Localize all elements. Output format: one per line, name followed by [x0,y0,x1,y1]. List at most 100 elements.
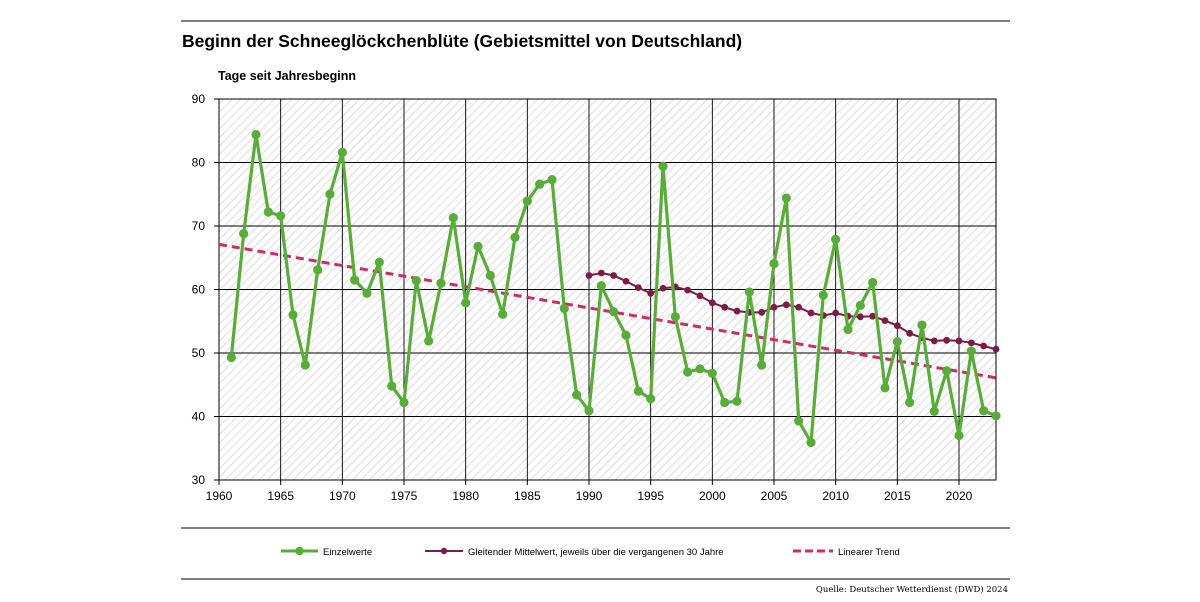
moving-average-point [684,286,692,294]
legend-einzelwerte-marker [295,546,304,556]
einzelwerte-point [411,276,421,286]
y-tick-label: 50 [192,346,206,360]
series-layer [218,129,1001,448]
x-tick-label: 2010 [822,489,849,503]
einzelwerte-point [720,397,730,408]
moving-average-point [733,307,741,315]
einzelwerte-point [485,270,495,281]
chart-title: Beginn der Schneeglöckchenblüte (Gebiets… [182,31,742,51]
einzelwerte-point [892,336,902,347]
einzelwerte-point [424,336,434,346]
einzelwerte-point [880,383,890,393]
einzelwerte-point [596,281,606,291]
einzelwerte-point [251,129,261,140]
y-tick-label: 80 [192,156,206,170]
einzelwerte-point [239,229,249,239]
einzelwerte-point [757,360,767,370]
source-note: Quelle: Deutscher Wetterdienst (DWD) 202… [816,584,1008,595]
x-tick-label: 2015 [884,489,911,503]
einzelwerte-point [806,437,816,448]
einzelwerte-point [868,277,878,288]
einzelwerte-point [448,213,458,223]
moving-average-point [647,289,655,297]
legend: Einzelwerte Gleitender Mittelwert, jeweil… [281,546,900,558]
moving-average-point [782,301,790,309]
moving-average-point [597,269,605,277]
einzelwerte-point [942,366,952,376]
moving-average-point [856,313,864,321]
einzelwerte-point [535,179,545,189]
einzelwerte-point [966,346,976,356]
moving-average-point [967,339,975,347]
moving-average-point [832,309,840,317]
einzelwerte-point [744,287,754,297]
moving-average-point [708,299,716,307]
einzelwerte-point [646,394,656,404]
moving-average-point [696,292,704,300]
einzelwerte-point [979,406,989,416]
einzelwerte-point [572,390,582,400]
einzelwerte-point [991,411,1001,421]
einzelwerte-point [818,290,828,300]
plot-frame [218,98,997,481]
moving-average-point [770,303,778,311]
einzelwerte-point [609,307,619,317]
einzelwerte-point [683,367,693,377]
moving-average-point [955,337,963,345]
moving-average-point [893,322,901,330]
y-tick-label: 30 [192,473,206,487]
einzelwerte-point [498,309,508,319]
einzelwerte-point [843,324,853,335]
x-tick-label: 2000 [699,489,726,503]
moving-average-point [807,309,815,317]
einzelwerte-point [855,300,865,310]
einzelwerte-point [584,406,594,416]
einzelwerte-point [695,364,705,374]
moving-average-point [930,337,938,345]
einzelwerte-point [917,320,927,330]
einzelwerte-point [905,397,915,408]
moving-average-point [795,303,803,311]
x-tick-label: 1975 [391,489,418,503]
y-axis-label: Tage seit Jahresbeginn [218,69,356,83]
einzelwerte-point [263,207,273,217]
einzelwerte-point [399,397,409,408]
legend-label: Gleitender Mittelwert, jeweils über die … [468,547,724,558]
legend-label: Linearer Trend [838,547,900,558]
einzelwerte-point [794,416,804,426]
x-tick-label: 1980 [452,489,479,503]
moving-average-point [869,312,877,320]
einzelwerte-point [337,147,347,157]
einzelwerte-point [559,303,569,314]
einzelwerte-point [325,189,335,199]
einzelwerte-point [226,352,236,363]
einzelwerte-point [732,396,742,406]
einzelwerte-point [461,298,471,308]
einzelwerte-point [954,430,964,441]
einzelwerte-point [362,288,372,298]
legend-mean-marker [440,547,448,555]
x-ticks: 1960 1965 1970 1975 1980 1985 1990 1995 2000 2005… [206,480,973,503]
moving-average-point [634,284,642,291]
moving-average-point [659,284,667,292]
moving-average-point [881,317,889,325]
x-tick-label: 1985 [514,489,541,503]
legend-label: Einzelwerte [323,547,372,558]
moving-average-point [980,342,988,350]
einzelwerte-point [522,196,532,206]
einzelwerte-point [276,211,286,221]
einzelwerte-point [350,275,360,285]
y-ticks: 30 40 50 60 70 80 90 [192,92,219,487]
einzelwerte-point [831,234,841,244]
einzelwerte-point [313,265,323,275]
einzelwerte-point [374,257,384,267]
x-tick-label: 1990 [576,489,603,503]
einzelwerte-point [658,161,668,171]
moving-average-point [585,272,593,279]
einzelwerte-point [707,368,717,378]
moving-average-point [758,308,766,316]
x-tick-label: 2005 [761,489,788,503]
moving-average-point [622,277,630,285]
x-tick-label: 1960 [206,489,233,503]
